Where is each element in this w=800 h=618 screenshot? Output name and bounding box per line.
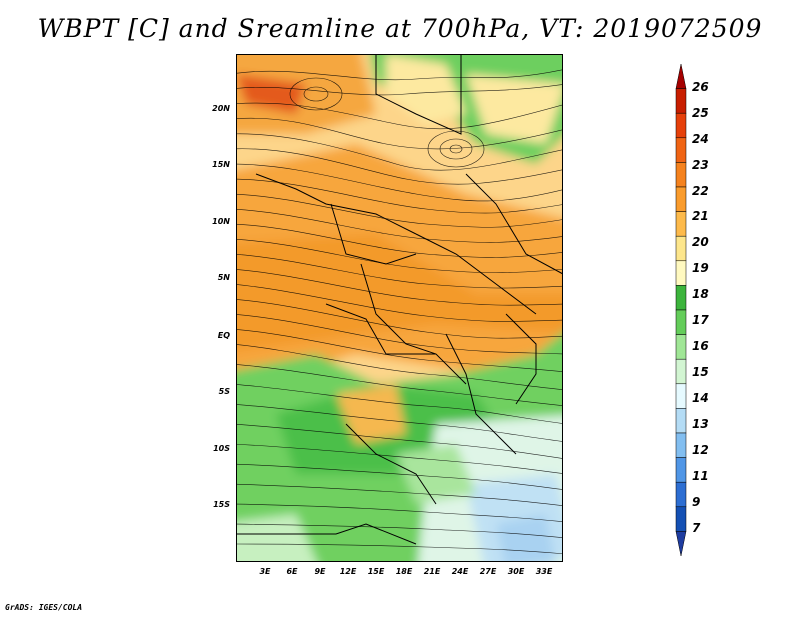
colorbar-segment (675, 186, 687, 212)
colorbar-label-23: 23 (692, 158, 709, 172)
colorbar-label-15: 15 (692, 365, 709, 379)
colorbar-label-13: 13 (692, 417, 709, 431)
colorbar-label-11: 11 (692, 469, 709, 483)
lat-label-10n: 10N (212, 217, 230, 226)
colorbar-label-16: 16 (692, 339, 709, 353)
lon-label-12e: 12E (339, 567, 357, 576)
colorbar-label-7: 7 (692, 521, 701, 535)
colorbar-label-14: 14 (692, 391, 709, 405)
lat-label-20n: 20N (212, 104, 230, 113)
colorbar-label-12: 12 (692, 443, 709, 457)
colorbar-segment (675, 260, 687, 286)
colorbar-segment (675, 285, 687, 311)
colorbar-segment (675, 358, 687, 385)
lat-label-eq: EQ (217, 331, 230, 340)
colorbar (675, 63, 687, 557)
lon-label-27e: 27E (479, 567, 497, 576)
lat-label-5s: 5S (218, 387, 230, 396)
lat-label-15n: 15N (212, 160, 230, 169)
colorbar-segment (675, 309, 687, 335)
lon-label-9e: 9E (314, 567, 326, 576)
colorbar-label-21: 21 (692, 209, 709, 223)
lon-label-3e: 3E (259, 567, 271, 576)
colorbar-segment (675, 235, 687, 262)
colorbar-label-9: 9 (692, 495, 701, 509)
colorbar-label-18: 18 (692, 287, 709, 301)
colorbar-label-26: 26 (692, 80, 709, 94)
colorbar-label-25: 25 (692, 106, 709, 120)
colorbar-segment (675, 112, 687, 139)
colorbar-segment (675, 531, 687, 557)
lat-label-10s: 10S (213, 444, 230, 453)
lon-label-33e: 33E (535, 567, 553, 576)
colorbar-label-20: 20 (692, 235, 709, 249)
colorbar-segments (675, 63, 687, 557)
colorbar-segment (675, 211, 687, 237)
colorbar-segment (675, 506, 687, 532)
colorbar-segment (675, 481, 687, 508)
lon-label-6e: 6E (286, 567, 298, 576)
colorbar-segment (675, 457, 687, 483)
colorbar-label-24: 24 (692, 132, 709, 146)
colorbar-label-19: 19 (692, 261, 709, 275)
lon-label-15e: 15E (367, 567, 385, 576)
lon-label-18e: 18E (395, 567, 413, 576)
colorbar-segment (675, 408, 687, 434)
colorbar-segment (675, 334, 687, 360)
colorbar-label-17: 17 (692, 313, 709, 327)
streamlines (236, 69, 563, 555)
colorbar-segment (675, 63, 687, 89)
colorbar-label-22: 22 (692, 184, 709, 198)
colorbar-segment (675, 383, 687, 409)
lat-label-5n: 5N (217, 273, 230, 282)
country-borders (236, 54, 563, 545)
colorbar-segment (675, 432, 687, 458)
colorbar-segment (675, 162, 687, 188)
map-panel (236, 54, 563, 562)
figure-title: WBPT [C] and Sreamline at 700hPa, VT: 20… (37, 14, 763, 43)
lon-label-24e: 24E (451, 567, 469, 576)
lon-label-21e: 21E (423, 567, 441, 576)
wbpt-field (236, 54, 563, 562)
colorbar-segment (675, 137, 687, 163)
grads-credit: GrADS: IGES/COLA (5, 603, 83, 612)
lat-label-15s: 15S (213, 500, 230, 509)
colorbar-segment (675, 88, 687, 114)
lon-label-30e: 30E (507, 567, 525, 576)
